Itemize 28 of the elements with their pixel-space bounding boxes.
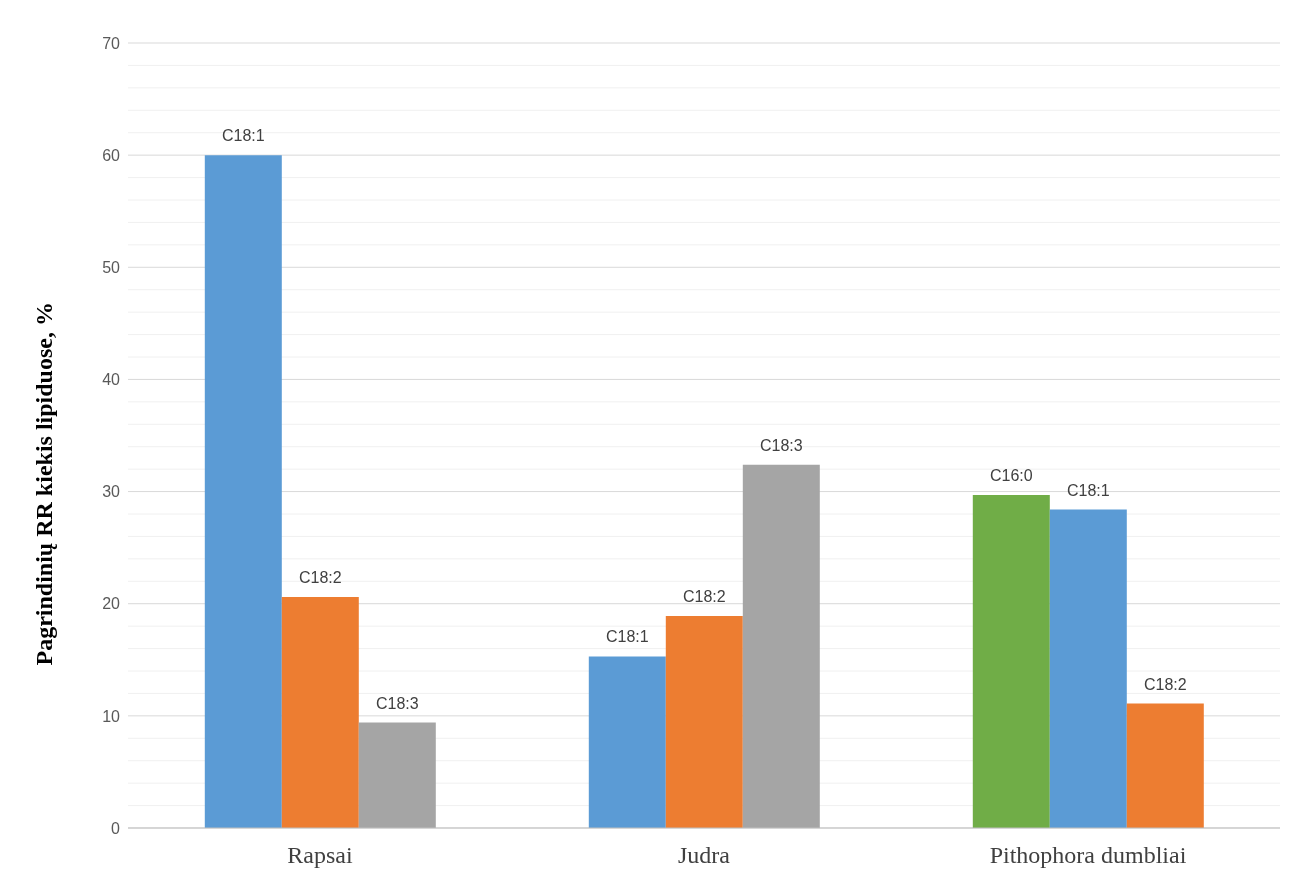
- bar: [204, 155, 282, 828]
- y-tick-label: 10: [102, 707, 121, 725]
- y-tick-label: 30: [102, 483, 121, 501]
- bar: [588, 656, 666, 828]
- bar: [281, 596, 359, 828]
- data-label: C18:3: [759, 436, 803, 454]
- x-tick-label: Rapsai: [287, 842, 353, 869]
- y-tick-label: 50: [102, 258, 121, 276]
- y-tick-label: 40: [102, 371, 121, 389]
- y-tick-label: 70: [102, 34, 121, 52]
- bar: [972, 494, 1050, 828]
- data-label: C18:1: [1066, 481, 1110, 499]
- bar: [742, 464, 820, 828]
- data-label: C18:2: [682, 588, 726, 606]
- y-tick-label: 0: [111, 819, 121, 837]
- data-label: C18:3: [375, 694, 419, 712]
- y-tick-label: 60: [102, 146, 121, 164]
- data-label: C18:1: [605, 628, 649, 646]
- bar: [358, 722, 436, 828]
- y-axis-title: Pagrindinių RR kiekis lipiduose, %: [30, 302, 57, 666]
- data-label: C16:0: [989, 466, 1033, 484]
- bar: [665, 616, 743, 828]
- data-label: C18:2: [298, 568, 342, 586]
- x-tick-label: Judra: [678, 842, 731, 869]
- x-tick-label: Pithophora dumbliai: [989, 842, 1187, 869]
- data-label: C18:2: [1143, 675, 1187, 693]
- data-label: C18:1: [221, 127, 265, 145]
- y-tick-label: 20: [102, 595, 121, 613]
